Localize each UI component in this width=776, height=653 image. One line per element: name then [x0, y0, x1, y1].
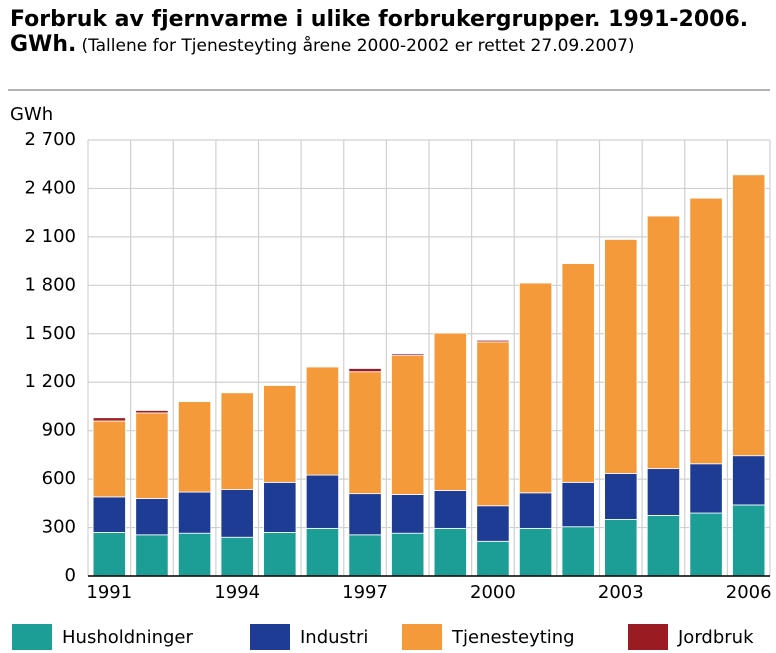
bar-segment: [220, 391, 254, 394]
bar-segment: [391, 494, 425, 534]
x-tick-label: 1994: [214, 582, 260, 603]
bar-segment: [518, 282, 553, 494]
bar-segment: [177, 401, 212, 493]
bar-segment: [92, 420, 126, 498]
bar-segment: [646, 214, 681, 217]
bar-segment: [732, 504, 766, 577]
bar-segment: [476, 341, 510, 507]
bar-segment: [646, 515, 681, 577]
legend-label: Jordbruk: [677, 627, 754, 648]
bar-segment: [561, 526, 595, 577]
bar-segment: [305, 527, 340, 577]
y-tick-label: 2 700: [24, 129, 76, 150]
bar-segment: [604, 519, 638, 577]
bar-segment: [732, 455, 766, 506]
bar-segment: [391, 355, 425, 495]
legend-swatch: [628, 624, 668, 650]
bar-segment: [391, 353, 425, 356]
bar-segment: [263, 481, 297, 533]
bar-segment: [220, 489, 254, 538]
bar-segment: [92, 532, 126, 577]
y-tick-label: 2 100: [24, 226, 76, 247]
legend-swatch: [402, 624, 442, 650]
bar-segment: [433, 331, 467, 334]
bar-segment: [604, 238, 638, 474]
bar-segment: [177, 491, 212, 534]
bar-segment: [561, 263, 595, 483]
bar-segment: [561, 481, 595, 528]
bar-segment: [135, 412, 169, 499]
bar-segment: [263, 532, 297, 577]
bar-segment: [689, 196, 723, 199]
bar-segment: [177, 400, 212, 403]
bar-segment: [476, 540, 510, 577]
bar-segment: [348, 371, 382, 495]
y-tick-label: 0: [65, 565, 76, 586]
bar-segment: [348, 368, 382, 373]
y-tick-label: 600: [42, 468, 76, 489]
x-tick-label: 2006: [726, 582, 772, 603]
bar-segment: [646, 215, 681, 470]
bar-segment: [518, 492, 553, 529]
chart-subtitle: (Tallene for Tjenesteyting årene 2000-20…: [81, 36, 635, 56]
bar-segment: [689, 197, 723, 465]
bar-segment: [689, 512, 723, 577]
legend-label: Industri: [300, 627, 368, 648]
bar-segment: [476, 339, 510, 343]
bar-segment: [135, 498, 169, 536]
bar-segment: [689, 463, 723, 514]
y-tick-label: 2 400: [24, 177, 76, 198]
bar-segment: [348, 534, 382, 577]
bar-segment: [177, 532, 212, 577]
bar-segment: [135, 534, 169, 577]
bar-segment: [391, 532, 425, 577]
y-tick-label: 300: [42, 517, 76, 538]
bar-segment: [220, 536, 254, 577]
y-tick-label: 900: [42, 420, 76, 441]
x-tick-label: 2000: [470, 582, 516, 603]
bar-segment: [305, 366, 340, 476]
bar-segment: [433, 332, 467, 491]
bar-segment: [561, 262, 595, 264]
bar-segment: [732, 174, 766, 457]
legend-label: Tjenesteyting: [451, 627, 575, 648]
y-axis-label: GWh: [10, 104, 53, 125]
y-tick-label: 1 500: [24, 323, 76, 344]
bar-segment: [92, 496, 126, 533]
bar-segment: [518, 527, 553, 577]
x-tick-label: 1997: [342, 582, 388, 603]
x-tick-label: 1991: [86, 582, 132, 603]
bar-segment: [220, 392, 254, 491]
legend-swatch: [250, 624, 290, 650]
bar-segment: [476, 505, 510, 542]
x-tick-label: 2003: [598, 582, 644, 603]
y-tick-label: 1 200: [24, 371, 76, 392]
bar-segment: [433, 490, 467, 529]
bar-segment: [92, 417, 126, 422]
bar-segment: [646, 468, 681, 516]
bar-segment: [305, 365, 340, 368]
header: Forbruk av fjernvarme i ulike forbrukerg…: [10, 8, 750, 58]
bar-segment: [732, 173, 766, 176]
bar-segment: [433, 527, 467, 577]
legend-swatch: [12, 624, 52, 650]
bar-segment: [518, 281, 553, 284]
chart-title: Forbruk av fjernvarme i ulike forbrukerg…: [10, 7, 749, 57]
bar-segment: [348, 493, 382, 536]
y-tick-label: 1 800: [24, 274, 76, 295]
bar-segment: [263, 384, 297, 386]
bar-segment: [305, 474, 340, 529]
legend-label: Husholdninger: [62, 627, 193, 648]
bar-segment: [135, 410, 169, 414]
bar-segment: [604, 473, 638, 520]
bar-segment: [263, 385, 297, 483]
bar-segment: [604, 238, 638, 240]
